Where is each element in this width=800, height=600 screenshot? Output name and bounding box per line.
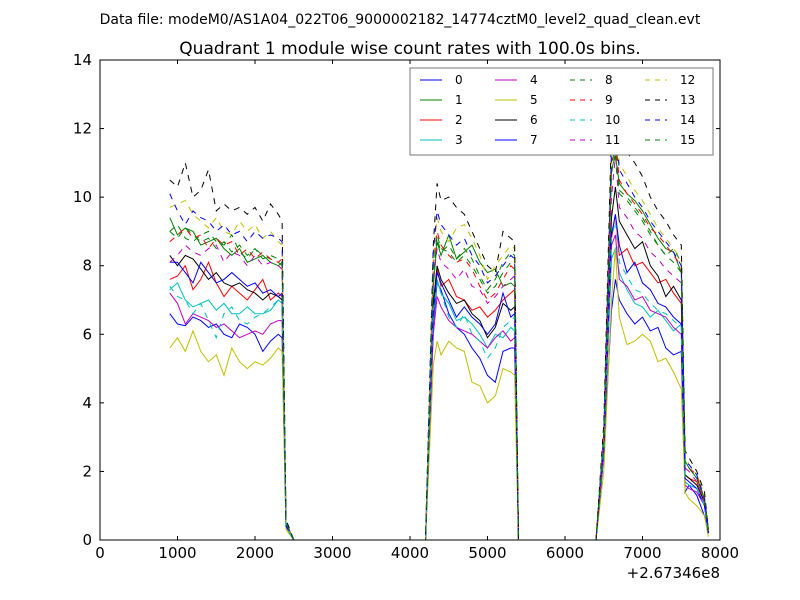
- x-tick-label: 6000: [546, 544, 584, 562]
- series-0-line: [169, 279, 709, 541]
- legend-box: [409, 67, 714, 156]
- series-7-line: [169, 214, 709, 541]
- legend-label-13: 13: [680, 93, 695, 107]
- x-tick-label: 1000: [158, 544, 196, 562]
- legend-label-1: 1: [455, 93, 463, 107]
- series-4-line: [169, 234, 709, 541]
- series-1-line: [169, 155, 709, 541]
- x-offset-label: +2.67346e8: [627, 564, 720, 582]
- y-tick-label: 4: [82, 394, 92, 412]
- series-6-line: [169, 186, 709, 541]
- legend-label-7: 7: [530, 133, 538, 147]
- legend-label-3: 3: [455, 133, 463, 147]
- legend-label-9: 9: [605, 93, 613, 107]
- series-12-line: [169, 114, 709, 541]
- series-layer: [169, 107, 709, 541]
- series-15-line: [169, 152, 709, 541]
- x-tick-label: 7000: [623, 544, 661, 562]
- x-tick-label: 3000: [313, 544, 351, 562]
- legend-label-14: 14: [680, 113, 695, 127]
- legend-label-4: 4: [530, 73, 538, 87]
- legend-label-6: 6: [530, 113, 538, 127]
- y-tick-label: 6: [82, 325, 92, 343]
- chart-title: Quadrant 1 module wise count rates with …: [179, 39, 640, 59]
- legend-label-5: 5: [530, 93, 538, 107]
- legend-label-8: 8: [605, 73, 613, 87]
- x-tick-label: 0: [95, 544, 105, 562]
- series-10-line: [169, 220, 709, 541]
- y-tick-label: 8: [82, 257, 92, 275]
- y-tick-label: 10: [73, 188, 92, 206]
- x-tick-label: 5000: [468, 544, 506, 562]
- x-tick-label: 4000: [391, 544, 429, 562]
- series-9-line: [169, 135, 709, 541]
- legend-label-10: 10: [605, 113, 620, 127]
- legend-label-0: 0: [455, 73, 463, 87]
- series-5-line: [169, 248, 709, 541]
- legend-label-15: 15: [680, 133, 695, 147]
- series-8-line: [169, 145, 709, 541]
- y-tick-label: 0: [82, 531, 92, 549]
- y-tick-label: 2: [82, 462, 92, 480]
- series-2-line: [169, 214, 709, 541]
- chart-suptitle: Data file: modeM0/AS1A04_022T06_90000021…: [100, 12, 701, 28]
- series-14-line: [169, 125, 709, 541]
- series-11-line: [169, 155, 709, 541]
- series-3-line: [169, 246, 709, 541]
- legend-label-2: 2: [455, 113, 463, 127]
- x-tick-label: 8000: [701, 544, 739, 562]
- series-13-line: [169, 107, 709, 541]
- x-tick-label: 2000: [236, 544, 274, 562]
- legend-label-12: 12: [680, 73, 695, 87]
- y-tick-label: 12: [73, 120, 92, 138]
- y-tick-label: 14: [73, 51, 92, 69]
- legend-label-11: 11: [605, 133, 620, 147]
- x-axis: 0 1000 2000 3000 4000 5000 6000 7000 8000: [95, 60, 739, 562]
